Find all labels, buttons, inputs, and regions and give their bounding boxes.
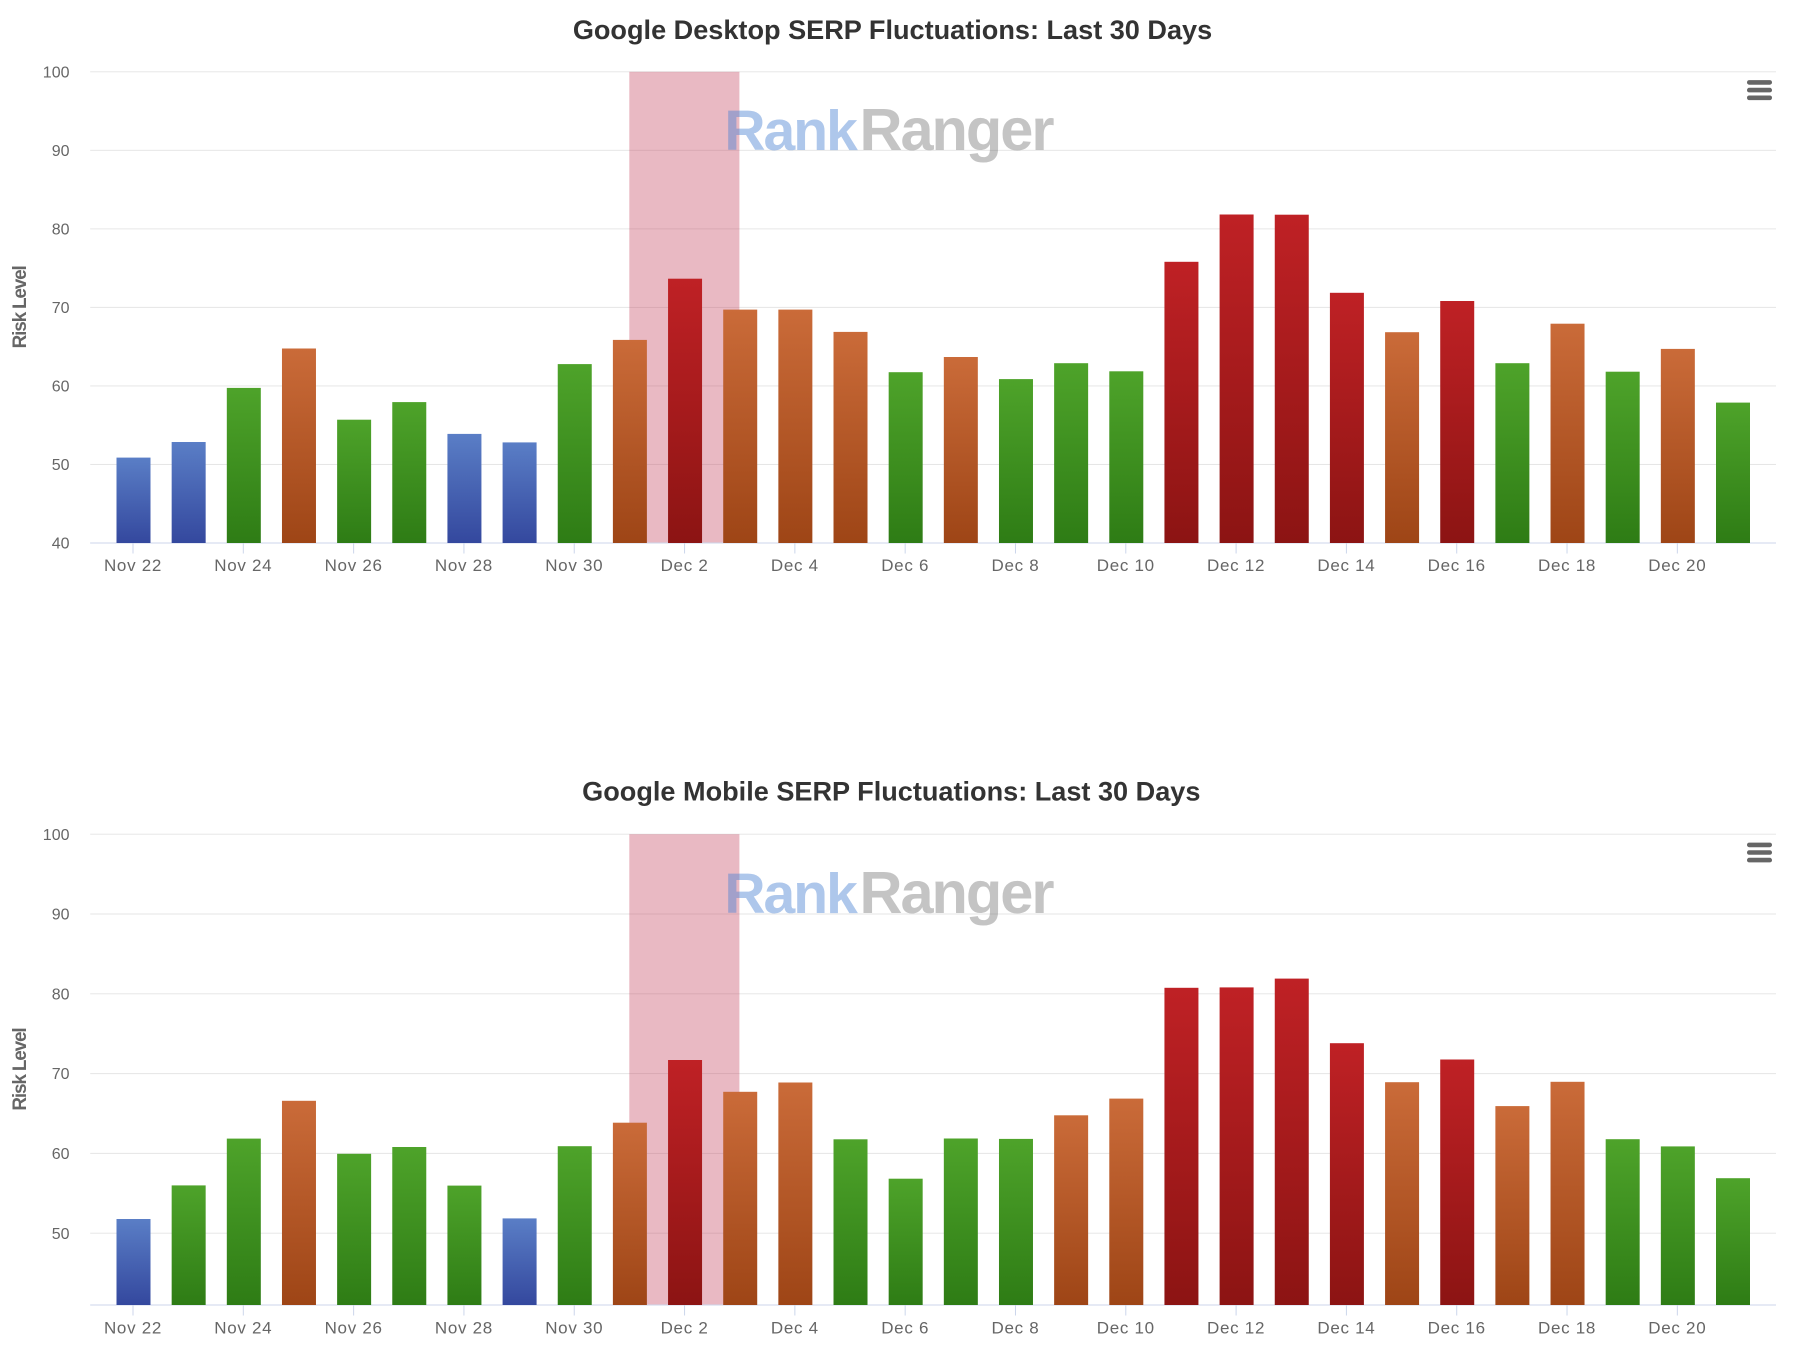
svg-text:50: 50 — [52, 457, 70, 474]
svg-text:Dec 16: Dec 16 — [1428, 1318, 1486, 1337]
svg-text:Dec 14: Dec 14 — [1317, 556, 1375, 575]
svg-text:80: 80 — [52, 986, 70, 1003]
svg-text:Dec 6: Dec 6 — [881, 556, 929, 575]
svg-text:Risk Level: Risk Level — [10, 1029, 31, 1111]
svg-text:Nov 26: Nov 26 — [325, 1318, 383, 1337]
svg-text:Dec 2: Dec 2 — [661, 1318, 709, 1337]
svg-text:Dec 2: Dec 2 — [661, 556, 709, 575]
svg-text:90: 90 — [52, 143, 70, 160]
svg-text:Dec 12: Dec 12 — [1207, 556, 1265, 575]
svg-text:Nov 28: Nov 28 — [435, 1318, 493, 1337]
svg-text:Dec 8: Dec 8 — [992, 556, 1040, 575]
svg-text:Google Mobile SERP Fluctuation: Google Mobile SERP Fluctuations: Last 30… — [582, 775, 1200, 806]
svg-text:Dec 18: Dec 18 — [1538, 1318, 1596, 1337]
svg-text:100: 100 — [43, 827, 70, 844]
svg-text:90: 90 — [52, 907, 70, 924]
svg-text:Nov 24: Nov 24 — [214, 1318, 272, 1337]
svg-text:Nov 28: Nov 28 — [435, 556, 493, 575]
svg-text:Dec 18: Dec 18 — [1538, 556, 1596, 575]
svg-text:Google Desktop SERP Fluctuatio: Google Desktop SERP Fluctuations: Last 3… — [573, 14, 1212, 45]
svg-text:Nov 22: Nov 22 — [104, 1318, 162, 1337]
svg-text:Nov 30: Nov 30 — [545, 556, 603, 575]
svg-text:Dec 20: Dec 20 — [1648, 1318, 1706, 1337]
svg-text:80: 80 — [52, 221, 70, 238]
svg-text:Rank: Rank — [724, 862, 858, 926]
svg-text:Risk Level: Risk Level — [10, 266, 31, 348]
svg-text:Nov 24: Nov 24 — [214, 556, 272, 575]
svg-text:Nov 26: Nov 26 — [325, 556, 383, 575]
svg-text:70: 70 — [52, 300, 70, 317]
svg-text:Dec 10: Dec 10 — [1097, 556, 1155, 575]
svg-text:Dec 8: Dec 8 — [992, 1318, 1040, 1337]
svg-text:Rank: Rank — [724, 99, 858, 163]
svg-text:Nov 30: Nov 30 — [545, 1318, 603, 1337]
svg-text:Dec 4: Dec 4 — [771, 556, 819, 575]
svg-text:Dec 6: Dec 6 — [881, 1318, 929, 1337]
svg-text:70: 70 — [52, 1066, 70, 1083]
svg-text:60: 60 — [52, 379, 70, 396]
svg-text:Dec 10: Dec 10 — [1097, 1318, 1155, 1337]
svg-text:Ranger: Ranger — [860, 859, 1055, 926]
svg-text:Dec 12: Dec 12 — [1207, 1318, 1265, 1337]
svg-text:100: 100 — [43, 64, 70, 81]
svg-text:Ranger: Ranger — [860, 96, 1055, 163]
svg-text:60: 60 — [52, 1146, 70, 1163]
svg-text:Dec 20: Dec 20 — [1648, 556, 1706, 575]
svg-text:Dec 4: Dec 4 — [771, 1318, 819, 1337]
svg-text:Dec 16: Dec 16 — [1428, 556, 1486, 575]
svg-text:Dec 14: Dec 14 — [1317, 1318, 1375, 1337]
svg-text:50: 50 — [52, 1226, 70, 1243]
svg-text:Nov 22: Nov 22 — [104, 556, 162, 575]
svg-text:40: 40 — [52, 536, 70, 553]
